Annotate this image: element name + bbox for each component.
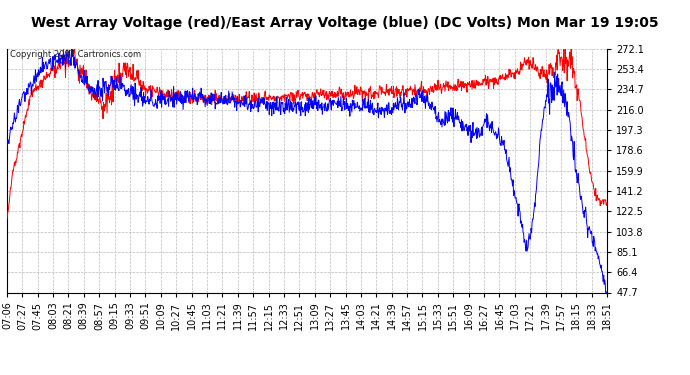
Text: West Array Voltage (red)/East Array Voltage (blue) (DC Volts) Mon Mar 19 19:05: West Array Voltage (red)/East Array Volt… — [31, 15, 659, 30]
Text: Copyright 2007 Cartronics.com: Copyright 2007 Cartronics.com — [10, 50, 141, 59]
